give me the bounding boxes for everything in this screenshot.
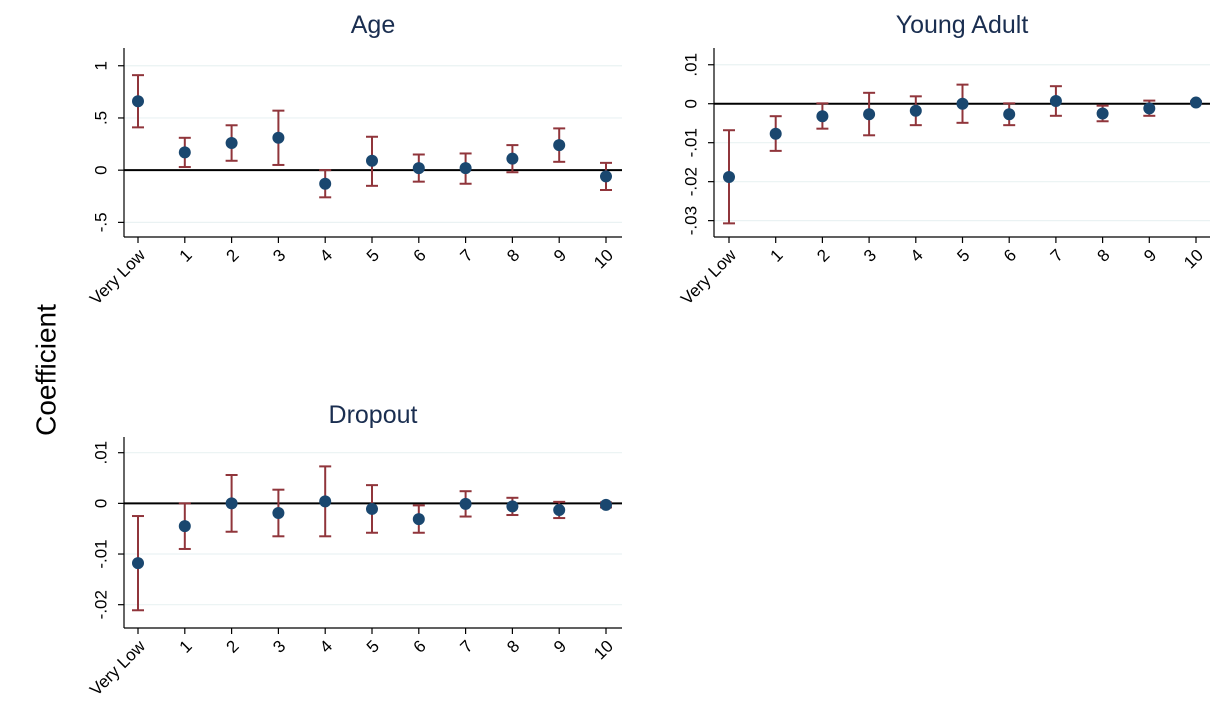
data-point: [272, 506, 285, 519]
data-point: [723, 170, 735, 183]
data-point: [272, 131, 285, 144]
x-tick-label: 8: [1093, 246, 1113, 266]
x-tick-label: 2: [222, 246, 242, 266]
panel-young-adult: Young Adult -.03 -.02 -.01 0 .01 Very Low 1 2 3 4 5…: [677, 11, 1210, 308]
data-point: [178, 520, 191, 533]
x-tick-label: 7: [456, 637, 476, 657]
x-tick-label: 3: [269, 246, 289, 266]
y-tick-label: -.02: [91, 590, 110, 619]
data-point: [132, 95, 144, 108]
panel-dropout: Dropout -.02 -.01 0 .01 Very Low 1 2 3 4 5 6 7 8 9 10: [86, 401, 622, 699]
x-tick-label: 1: [176, 246, 196, 266]
x-tick-label: 8: [503, 246, 523, 266]
data-point: [459, 162, 472, 175]
data-point: [1096, 107, 1109, 120]
data-point: [506, 500, 519, 513]
x-tick-label: 2: [813, 246, 833, 266]
y-tick-label: -.02: [681, 167, 700, 196]
y-tick-label: -.5: [91, 212, 110, 232]
y-tick-label: -.03: [681, 206, 700, 235]
y-tick-label: 0: [681, 99, 700, 108]
data-point: [319, 495, 332, 508]
x-tick-label: 3: [269, 637, 289, 657]
data-point: [132, 557, 144, 570]
x-tick-label: 5: [953, 246, 973, 266]
data-point: [1143, 102, 1156, 115]
data-point: [956, 97, 969, 110]
panel-title: Young Adult: [896, 11, 1029, 39]
x-tick-label: Very Low: [86, 636, 149, 699]
panel-title: Dropout: [329, 401, 418, 429]
x-tick-label: 6: [410, 246, 430, 266]
x-tick-label: 10: [590, 246, 617, 273]
y-tick-label: .01: [91, 441, 110, 465]
y-tick-label: -.01: [681, 128, 700, 157]
x-tick-label: Very Low: [86, 245, 149, 308]
panel-title: Age: [351, 11, 395, 39]
x-tick-label: 1: [767, 246, 787, 266]
x-tick-label: 2: [222, 637, 242, 657]
x-tick-label: 4: [907, 246, 927, 266]
x-tick-label: 5: [363, 637, 383, 657]
data-point: [1003, 108, 1016, 121]
data-point: [600, 498, 612, 511]
data-point: [366, 154, 378, 167]
data-point: [225, 497, 238, 510]
x-tick-label: 4: [316, 637, 336, 657]
x-tick-label: 1: [176, 637, 196, 657]
data-point: [178, 146, 191, 159]
x-tick-label: 7: [1047, 246, 1067, 266]
x-tick-label: 9: [550, 637, 570, 657]
panel-age: Age -.5 0 .5 1 Very Low 1 2 3 4 5 6 7 8 9 10: [86, 11, 622, 308]
x-tick-label: 10: [1180, 246, 1207, 273]
data-point: [553, 139, 566, 152]
data-point: [1190, 96, 1202, 109]
y-tick-label: 1: [91, 61, 110, 70]
y-tick-label: 0: [91, 499, 110, 508]
y-tick-label: -.01: [91, 539, 110, 568]
x-tick-label: 6: [410, 637, 430, 657]
x-tick-label: 3: [860, 246, 880, 266]
data-point: [225, 137, 238, 150]
x-tick-label: 7: [456, 246, 476, 266]
data-point: [412, 513, 425, 526]
data-point: [553, 503, 566, 516]
x-tick-label: 5: [363, 246, 383, 266]
y-tick-label: .5: [91, 111, 110, 125]
data-point: [506, 152, 519, 165]
x-tick-label: 9: [1140, 246, 1160, 266]
y-axis-label: Coefficient: [30, 304, 61, 436]
data-point: [909, 104, 922, 117]
data-point: [1049, 94, 1062, 107]
x-tick-label: 10: [590, 637, 617, 664]
data-point: [863, 108, 876, 121]
x-tick-label: 8: [503, 637, 523, 657]
data-point: [816, 110, 829, 123]
data-point: [459, 497, 472, 510]
data-point: [366, 502, 378, 515]
y-tick-label: .01: [681, 53, 700, 77]
data-point: [769, 127, 782, 140]
y-tick-label: 0: [91, 165, 110, 174]
data-point: [319, 177, 332, 190]
x-tick-label: Very Low: [677, 245, 740, 308]
x-tick-label: 9: [550, 246, 570, 266]
x-tick-label: 4: [316, 246, 336, 266]
x-tick-label: 6: [1000, 246, 1020, 266]
data-point: [600, 170, 612, 183]
data-point: [412, 162, 425, 175]
